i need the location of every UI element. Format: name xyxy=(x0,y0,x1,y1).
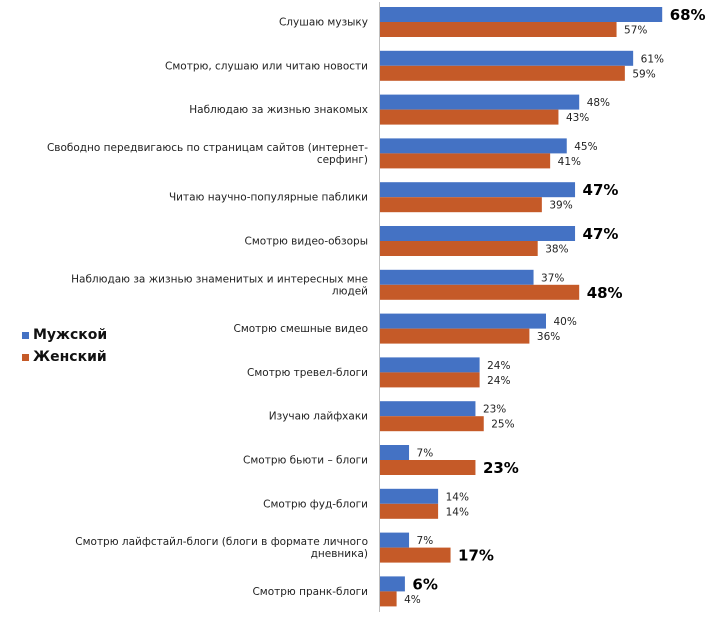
legend-swatch-female xyxy=(22,353,29,361)
legend-label-male: Мужской xyxy=(33,327,108,343)
bar-female xyxy=(380,372,480,388)
data-label-male: 45% xyxy=(574,141,597,153)
bar-female xyxy=(380,241,538,256)
legend-item-female: Женский xyxy=(22,349,107,365)
data-label-female: 36% xyxy=(537,331,560,343)
data-label-female: 41% xyxy=(558,156,581,168)
bar-female xyxy=(380,197,542,213)
data-label-male: 47% xyxy=(583,181,619,199)
bar-female xyxy=(380,460,476,475)
category-label: людей xyxy=(332,285,368,297)
data-label-female: 59% xyxy=(632,68,655,80)
bar-male xyxy=(380,138,567,154)
bar-male xyxy=(380,313,546,329)
data-label-female: 48% xyxy=(587,284,623,302)
data-label-female: 17% xyxy=(458,547,494,565)
category-label: Наблюдаю за жизнью знаменитых и интересн… xyxy=(71,273,368,285)
bar-male xyxy=(380,445,410,460)
data-label-female: 38% xyxy=(545,244,568,256)
category-label: Наблюдаю за жизнью знакомых xyxy=(189,104,368,116)
category-label: Смотрю смешные видео xyxy=(233,323,368,335)
data-label-male: 68% xyxy=(670,6,706,24)
data-label-female: 43% xyxy=(566,112,589,124)
legend-label-female: Женский xyxy=(33,349,107,365)
data-label-male: 6% xyxy=(412,575,437,593)
data-label-female: 25% xyxy=(491,419,514,431)
bar-male xyxy=(380,94,580,110)
data-label-male: 23% xyxy=(483,404,506,416)
category-label: Читаю научно-популярные паблики xyxy=(169,192,368,204)
bar-male xyxy=(380,401,476,417)
data-label-female: 24% xyxy=(487,375,510,387)
data-label-female: 39% xyxy=(549,200,572,212)
data-label-female: 14% xyxy=(446,506,469,518)
bar-male xyxy=(380,532,410,548)
legend-item-male: Мужской xyxy=(22,327,107,343)
category-label: Смотрю, слушаю или читаю новости xyxy=(165,60,368,72)
data-label-male: 47% xyxy=(583,225,619,243)
category-label: Свободно передвигаюсь по страницам сайто… xyxy=(47,142,368,154)
data-label-male: 37% xyxy=(541,272,564,284)
bar-female xyxy=(380,328,530,344)
data-label-male: 14% xyxy=(446,491,469,503)
category-label: дневника) xyxy=(311,548,368,560)
bar-male xyxy=(380,182,576,198)
bar-female xyxy=(380,109,559,125)
category-label: Смотрю лайфстайл-блоги (блоги в формате … xyxy=(75,536,368,548)
bar-female xyxy=(380,22,617,37)
data-label-female: 57% xyxy=(624,25,647,37)
category-label: Изучаю лайфхаки xyxy=(269,411,368,423)
bar-female xyxy=(380,65,625,81)
data-label-male: 7% xyxy=(417,535,434,547)
bar-male xyxy=(380,50,634,66)
bar-female xyxy=(380,547,451,563)
bar-male xyxy=(380,226,576,241)
category-label: Смотрю тревел-блоги xyxy=(247,367,368,379)
bar-female xyxy=(380,416,484,432)
bar-male xyxy=(380,357,480,373)
bar-female xyxy=(380,503,439,519)
category-label: Смотрю видео-обзоры xyxy=(245,236,368,248)
category-label: Смотрю бьюти – блоги xyxy=(243,455,368,467)
data-label-male: 40% xyxy=(554,316,577,328)
category-label: Смотрю фуд-блоги xyxy=(263,498,368,510)
bar-male xyxy=(380,7,663,22)
category-label: Слушаю музыку xyxy=(279,17,368,29)
bar-male xyxy=(380,488,439,504)
bar-male xyxy=(380,576,405,592)
bar-female xyxy=(380,284,580,300)
data-label-male: 61% xyxy=(641,53,664,65)
bar-female xyxy=(380,153,551,169)
category-label: Смотрю пранк-блоги xyxy=(252,586,368,598)
data-label-male: 48% xyxy=(587,97,610,109)
data-label-female: 4% xyxy=(404,594,421,606)
data-label-male: 24% xyxy=(487,360,510,372)
legend-swatch-male xyxy=(22,331,29,339)
data-label-male: 7% xyxy=(417,448,434,460)
category-label: серфинг) xyxy=(317,154,368,166)
bar-female xyxy=(380,591,397,607)
data-label-female: 23% xyxy=(483,459,519,477)
bar-male xyxy=(380,269,534,285)
